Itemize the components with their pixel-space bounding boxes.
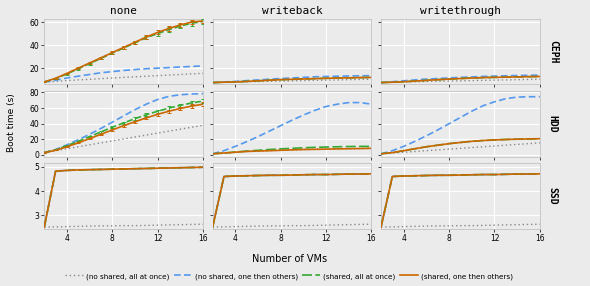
Legend: (no shared, all at once), (no shared, one then others), (shared, all at once), (: (no shared, all at once), (no shared, on… xyxy=(63,270,516,282)
Title: none: none xyxy=(110,6,137,16)
Title: writethrough: writethrough xyxy=(420,6,501,16)
Text: Number of VMs: Number of VMs xyxy=(251,254,327,264)
Title: writeback: writeback xyxy=(262,6,322,16)
Text: HDD: HDD xyxy=(548,115,558,132)
Text: SSD: SSD xyxy=(548,187,558,205)
Text: CEPH: CEPH xyxy=(548,40,558,63)
Text: Boot time (s): Boot time (s) xyxy=(7,94,16,152)
